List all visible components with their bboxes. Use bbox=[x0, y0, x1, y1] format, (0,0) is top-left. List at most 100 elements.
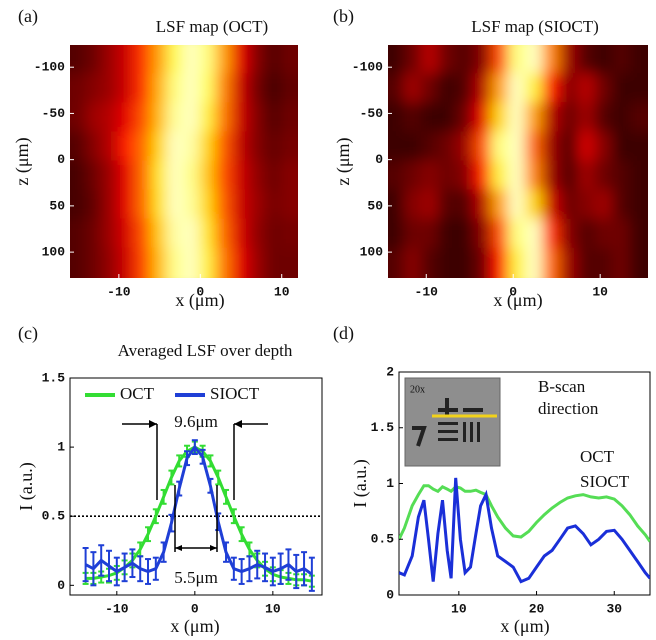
heatmap-cell bbox=[166, 73, 186, 106]
y-tick-label: 1.5 bbox=[42, 370, 66, 385]
y-tick-label: 0.5 bbox=[371, 532, 395, 547]
heatmap-cell bbox=[594, 189, 616, 222]
heatmap-cell bbox=[490, 45, 511, 76]
series-line bbox=[399, 484, 650, 543]
heatmap-cell bbox=[166, 102, 186, 135]
heatmap-cell bbox=[577, 160, 598, 193]
error-bar bbox=[168, 469, 175, 486]
heatmap-cell bbox=[490, 189, 511, 222]
y-axis-label: z (μm) bbox=[12, 137, 33, 185]
heatmap-cell bbox=[231, 160, 252, 193]
series-line bbox=[85, 445, 313, 583]
heatmap-cell bbox=[507, 131, 529, 164]
error-bar bbox=[90, 551, 97, 587]
heatmap-cell bbox=[438, 131, 459, 164]
inset-bar bbox=[463, 422, 466, 442]
heatmap-cell bbox=[85, 247, 105, 278]
heatmap-cell bbox=[438, 218, 459, 251]
heatmap-cell bbox=[473, 131, 494, 164]
heatmap-cell bbox=[70, 102, 88, 135]
x-tick-label: 0 bbox=[191, 601, 199, 616]
chart-title: Averaged LSF over depth bbox=[118, 341, 293, 360]
error-bar bbox=[145, 526, 152, 543]
annotation: direction bbox=[538, 399, 599, 418]
heatmap-cell bbox=[629, 160, 648, 193]
heatmap-cell bbox=[560, 102, 581, 135]
annotation: 5.5μm bbox=[174, 568, 218, 587]
y-tick-label: -50 bbox=[360, 106, 384, 121]
x-axis-label: x (μm) bbox=[493, 290, 542, 311]
heatmap-cell bbox=[183, 247, 203, 278]
heatmap-cell bbox=[85, 160, 105, 193]
error-bar bbox=[230, 508, 237, 525]
error-bar bbox=[106, 549, 113, 583]
heatmap-cell bbox=[438, 247, 459, 278]
inset-bar bbox=[438, 438, 458, 441]
heatmap-cell bbox=[388, 45, 406, 76]
error-bar bbox=[223, 488, 230, 505]
series-line bbox=[399, 477, 650, 584]
error-bar bbox=[113, 556, 120, 587]
heatmap-cell bbox=[490, 247, 511, 278]
heatmap-cell bbox=[542, 247, 564, 278]
inset-bar bbox=[438, 408, 458, 412]
error-bar bbox=[160, 541, 167, 563]
heatmap-cell bbox=[473, 247, 494, 278]
heatmap-cell bbox=[612, 131, 633, 164]
heatmap-cell bbox=[577, 45, 598, 76]
heatmap-cell bbox=[231, 218, 252, 251]
heatmap-cell bbox=[101, 45, 121, 76]
heatmap-cell bbox=[490, 160, 511, 193]
x-tick-label: 20 bbox=[529, 601, 545, 616]
heatmap-cell bbox=[231, 102, 252, 135]
heatmap-cell bbox=[280, 131, 298, 164]
heatmap-cell bbox=[117, 131, 138, 164]
error-bar bbox=[238, 558, 245, 585]
panel-label: (c) bbox=[18, 323, 38, 344]
heatmap-cell bbox=[455, 73, 477, 106]
heatmap-cell bbox=[507, 218, 529, 251]
error-bar bbox=[129, 548, 136, 579]
heatmap-cell bbox=[117, 218, 138, 251]
heatmap bbox=[388, 45, 648, 278]
x-tick-label: 0 bbox=[509, 284, 517, 299]
heatmap-cell bbox=[612, 218, 633, 251]
inset-label: 20x bbox=[410, 384, 425, 395]
heatmap-cell bbox=[438, 45, 459, 76]
heatmap-cell bbox=[199, 131, 219, 164]
error-bar bbox=[207, 454, 214, 468]
heatmap bbox=[70, 45, 298, 278]
inset-bar bbox=[445, 398, 449, 416]
inset-image bbox=[404, 377, 501, 467]
heatmap-cell bbox=[101, 73, 121, 106]
heatmap-cell bbox=[629, 247, 648, 278]
heatmap-cell bbox=[629, 102, 648, 135]
heatmap-cell bbox=[248, 73, 268, 106]
heatmap-cell bbox=[490, 218, 511, 251]
heatmap-cell bbox=[215, 189, 235, 222]
heatmap-cell bbox=[577, 102, 598, 135]
heatmap-cell bbox=[183, 189, 203, 222]
heatmap-cell bbox=[420, 73, 442, 106]
chart-title: LSF map (OCT) bbox=[156, 17, 268, 36]
legend-label: SIOCT bbox=[210, 384, 260, 403]
error-bar bbox=[238, 526, 245, 543]
panel-label: (a) bbox=[18, 6, 38, 27]
heatmap-cell bbox=[215, 218, 235, 251]
inset-glyph bbox=[412, 426, 427, 447]
heatmap-cell bbox=[403, 189, 424, 222]
y-axis-label: I (a.u.) bbox=[16, 462, 37, 510]
heatmap-cell bbox=[473, 218, 494, 251]
inset-bar bbox=[438, 422, 458, 425]
heatmap-cell bbox=[70, 131, 88, 164]
heatmap-cell bbox=[403, 247, 424, 278]
heatmap-cell bbox=[70, 160, 88, 193]
error-bar bbox=[137, 555, 144, 583]
error-bar bbox=[82, 547, 89, 583]
heatmap-cell bbox=[420, 102, 442, 135]
legend-label: SIOCT bbox=[580, 472, 630, 491]
heatmap-cell bbox=[420, 189, 442, 222]
heatmap-cell bbox=[629, 131, 648, 164]
heatmap-cell bbox=[388, 247, 406, 278]
heatmap-cell bbox=[560, 131, 581, 164]
